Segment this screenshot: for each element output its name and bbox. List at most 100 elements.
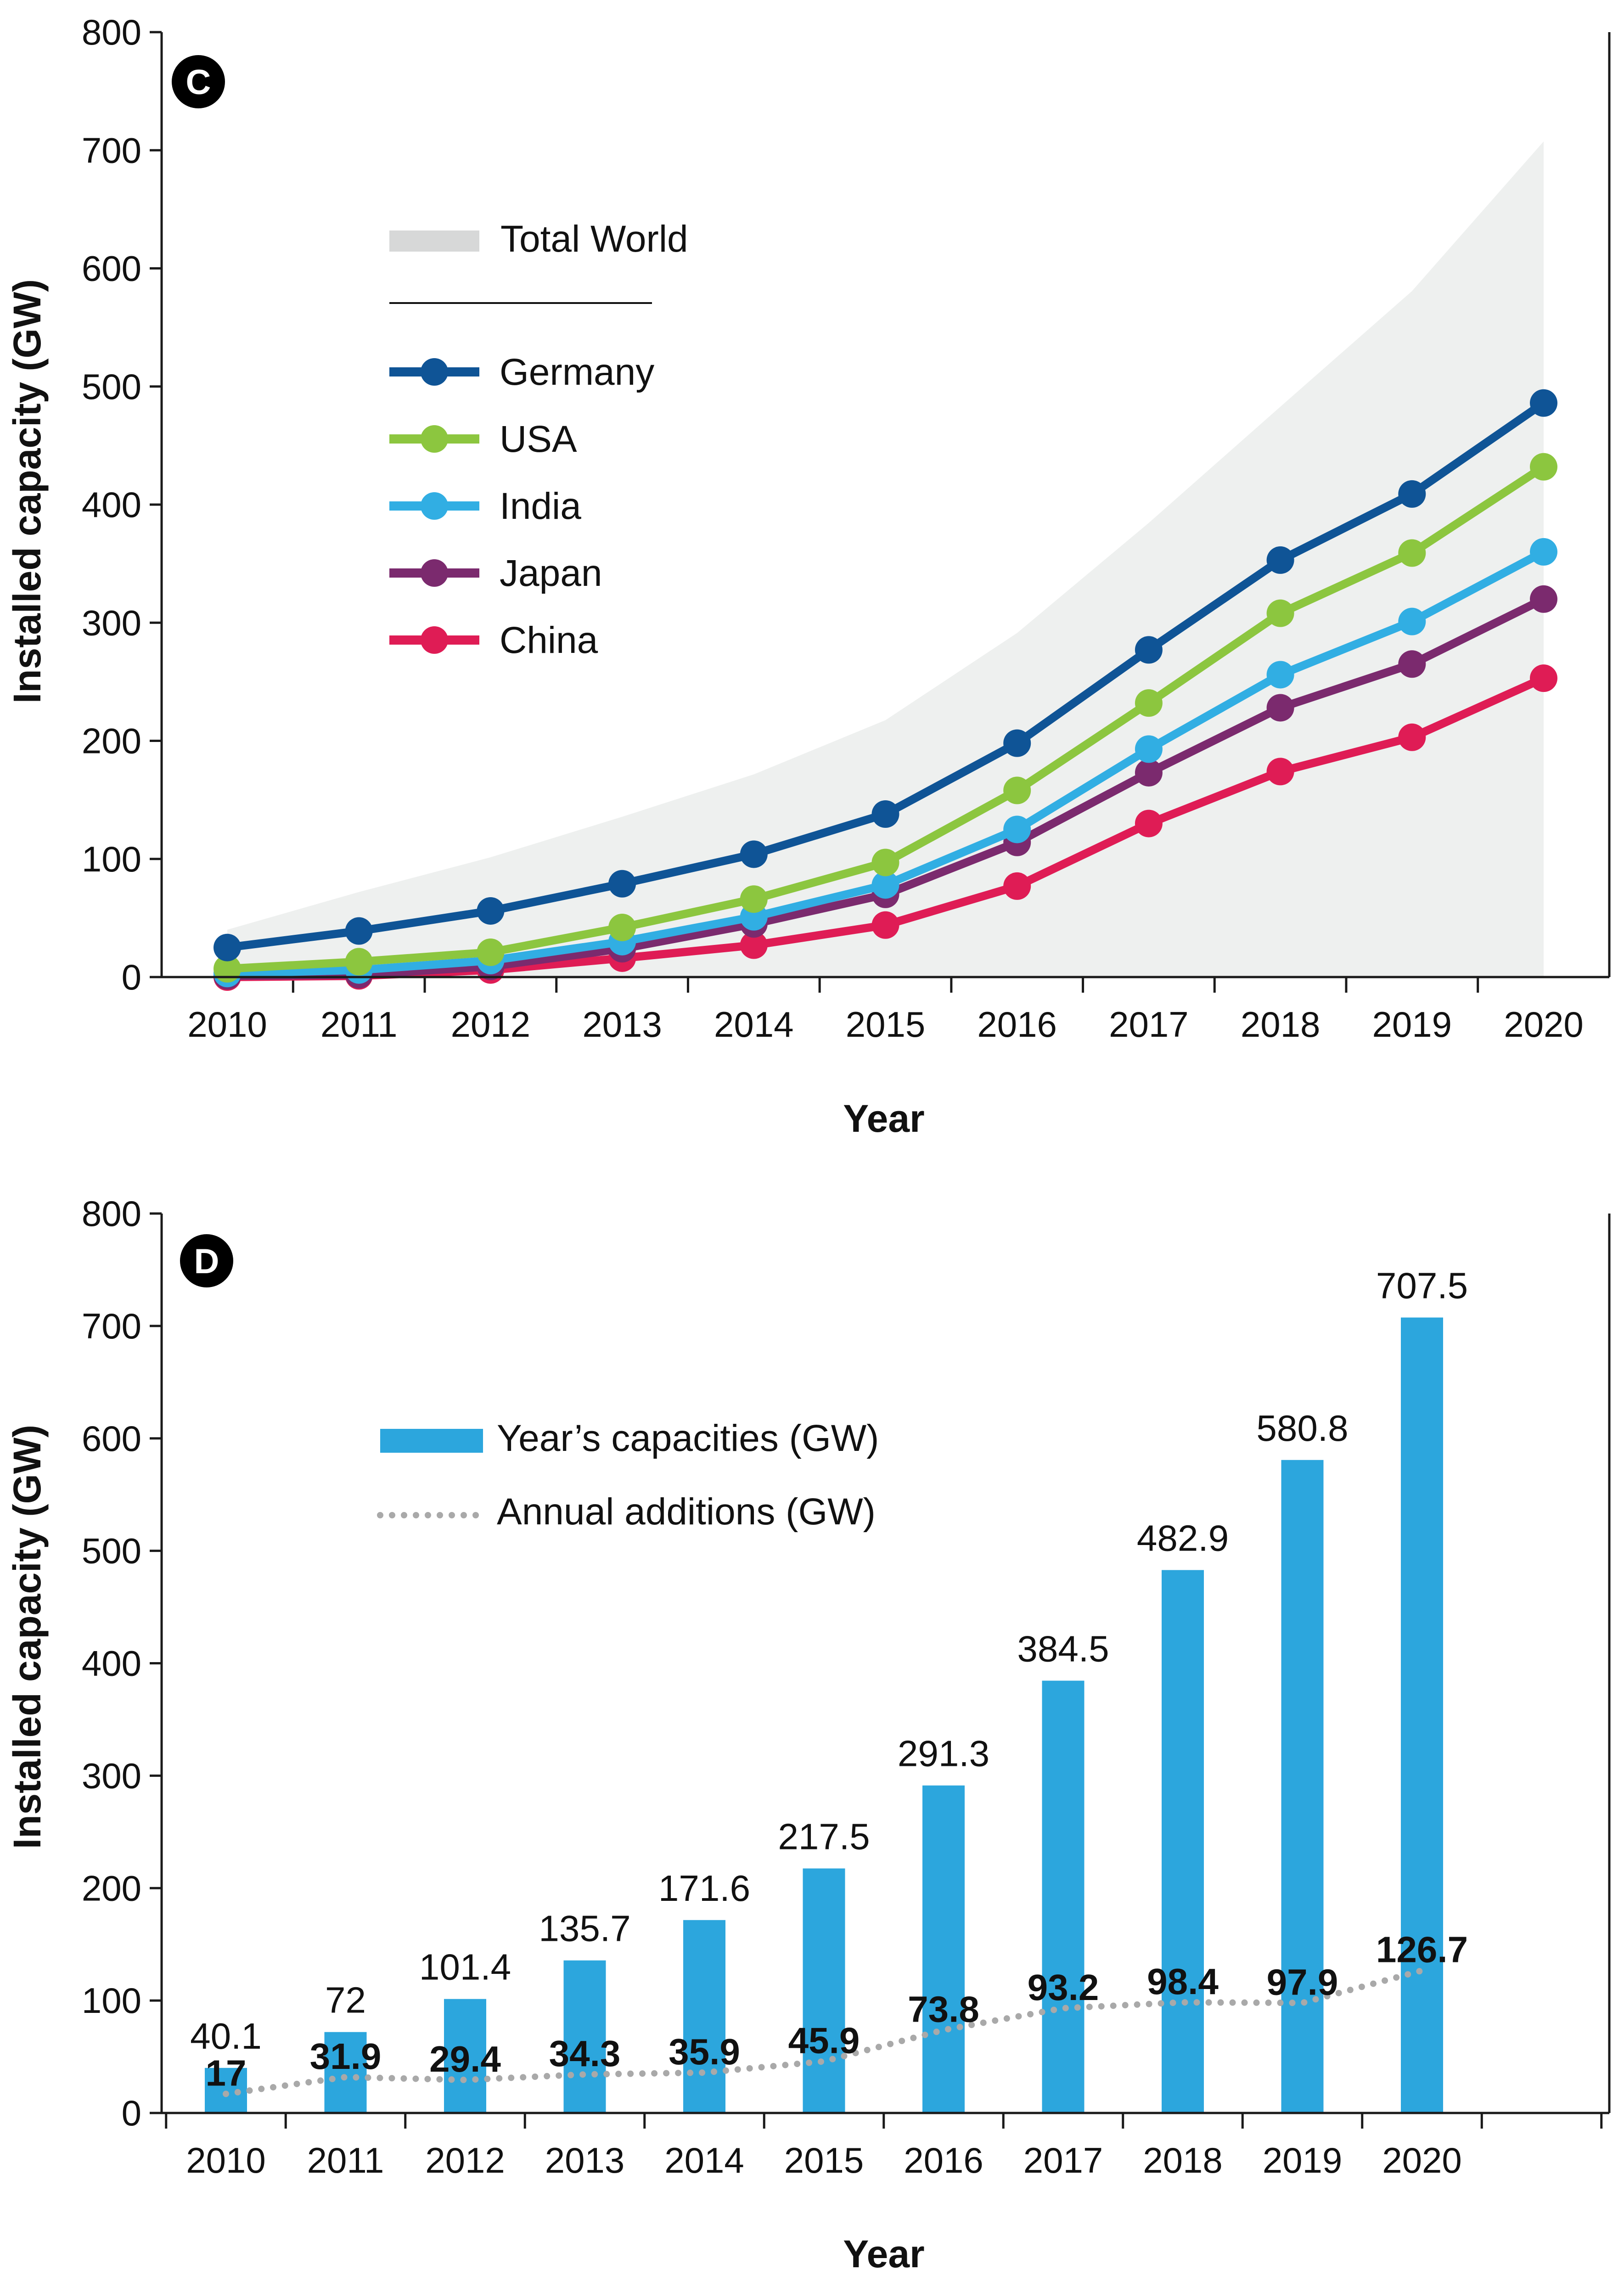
germany-point xyxy=(608,870,636,898)
china-point xyxy=(1135,809,1163,837)
capacity-bar xyxy=(803,1868,845,2113)
d-x-axis-title: Year xyxy=(843,2232,925,2276)
c-y-tick-label: 700 xyxy=(82,130,141,170)
c-y-tick-label: 200 xyxy=(82,721,141,761)
legend-japan-marker xyxy=(421,559,448,587)
d-x-axis-ticks: 2010 2011 2012 2013 2014 2015 2016 2017 2018 2019… xyxy=(165,2113,1603,2180)
capacity-bar xyxy=(444,1999,486,2113)
panel-c-letter: C xyxy=(186,63,211,102)
d-y-tick-label: 200 xyxy=(82,1868,141,1908)
addition-label: 31.9 xyxy=(310,2036,382,2077)
usa-point xyxy=(477,938,505,966)
legend-usa-marker xyxy=(421,425,448,453)
capacity-bar xyxy=(1162,1570,1204,2113)
capacity-bar-label: 40.1 xyxy=(190,2016,262,2057)
d-y-axis-title: Installed capacity (GW) xyxy=(6,1425,49,1849)
usa-point xyxy=(740,885,768,913)
capacity-bar xyxy=(1042,1680,1085,2113)
series-germany xyxy=(214,389,1557,961)
c-y-tick-label: 0 xyxy=(122,957,141,997)
c-x-tick-label: 2018 xyxy=(1241,1004,1321,1045)
legend-japan: Japan xyxy=(389,552,602,594)
c-x-tick-label: 2011 xyxy=(320,1004,398,1045)
panel-c-badge xyxy=(172,55,225,108)
c-y-tick-label: 400 xyxy=(82,484,141,525)
legend-germany-label: Germany xyxy=(500,351,654,393)
addition-label: 35.9 xyxy=(669,2031,740,2072)
d-x-tick-label: 2011 xyxy=(307,2140,384,2180)
india-point xyxy=(1135,735,1163,763)
c-x-tick-label: 2010 xyxy=(187,1004,267,1045)
germany-point xyxy=(345,917,373,945)
d-y-tick-label: 800 xyxy=(82,1193,141,1234)
china-point xyxy=(1003,872,1031,900)
capacity-bar-label: 580.8 xyxy=(1256,1408,1348,1449)
d-x-tick-label: 2014 xyxy=(664,2140,744,2180)
c-series-lines xyxy=(214,389,1557,991)
china-point xyxy=(871,911,899,939)
germany-point xyxy=(1530,389,1557,417)
legend-total-world-swatch xyxy=(389,230,479,252)
d-y-tick-label: 300 xyxy=(82,1755,141,1796)
legend-capacities-label: Year’s capacities (GW) xyxy=(497,1417,879,1459)
annual-additions-line xyxy=(223,1967,1425,2097)
germany-point xyxy=(1135,636,1163,664)
china-point xyxy=(1398,723,1426,751)
legend-china-marker xyxy=(421,626,448,654)
c-y-tick-label: 100 xyxy=(82,839,141,879)
panel-d-letter: D xyxy=(194,1242,219,1281)
c-x-tick-label: 2015 xyxy=(846,1004,926,1045)
d-y-axis-ticks: 0 100 200 300 400 500 600 700 800 xyxy=(82,1193,162,2133)
c-x-axis-title: Year xyxy=(843,1097,925,1140)
legend-capacities-swatch xyxy=(380,1429,483,1453)
series-usa xyxy=(214,453,1557,983)
legend-india-label: India xyxy=(500,485,581,527)
capacity-bar-label: 171.6 xyxy=(658,1868,750,1909)
germany-point xyxy=(1003,729,1031,757)
d-x-tick-label: 2016 xyxy=(904,2140,983,2180)
capacity-bar-label: 217.5 xyxy=(778,1816,870,1857)
japan-point xyxy=(1266,694,1294,722)
c-legend-series: Germany USA India Japan China xyxy=(389,351,654,661)
germany-point xyxy=(214,933,241,961)
legend-china-label: China xyxy=(500,619,598,661)
usa-point xyxy=(608,913,636,941)
c-x-tick-label: 2020 xyxy=(1504,1004,1584,1045)
china-point xyxy=(1266,758,1294,786)
india-point xyxy=(1398,607,1426,635)
c-x-tick-label: 2016 xyxy=(977,1004,1057,1045)
d-x-tick-label: 2017 xyxy=(1023,2140,1103,2180)
d-y-tick-label: 600 xyxy=(82,1418,141,1459)
addition-label: 17 xyxy=(206,2052,247,2093)
capacity-bar xyxy=(324,2032,367,2113)
c-y-axis-ticks: 0 100 200 300 400 500 600 700 800 xyxy=(82,12,162,997)
c-x-tick-label: 2012 xyxy=(451,1004,531,1045)
c-y-tick-label: 800 xyxy=(82,12,141,52)
china-point xyxy=(1530,664,1557,692)
capacity-bar xyxy=(1281,1460,1324,2113)
usa-point xyxy=(345,948,373,976)
addition-label: 98.4 xyxy=(1147,1961,1219,2002)
c-x-tick-label: 2013 xyxy=(582,1004,662,1045)
addition-label: 97.9 xyxy=(1267,1961,1338,2002)
d-x-tick-label: 2010 xyxy=(186,2140,266,2180)
usa-point xyxy=(1003,776,1031,804)
d-y-tick-label: 100 xyxy=(82,1980,141,2021)
usa-point xyxy=(1530,453,1557,481)
panel-d-badge xyxy=(180,1234,233,1287)
germany-point xyxy=(740,840,768,868)
d-data-labels: 40.1 72 101.4 135.7 171.6 217.5 291.3 384.5 482.… xyxy=(190,1265,1468,2094)
usa-point xyxy=(1135,689,1163,717)
capacity-bar xyxy=(922,1785,965,2113)
legend-total-world-label: Total World xyxy=(500,218,688,260)
legend-usa: USA xyxy=(389,418,577,460)
india-point xyxy=(1530,538,1557,566)
d-x-tick-label: 2013 xyxy=(545,2140,625,2180)
d-x-tick-label: 2012 xyxy=(425,2140,505,2180)
india-point xyxy=(1266,661,1294,689)
capacity-bar xyxy=(563,1960,606,2113)
usa-point xyxy=(871,848,899,877)
capacity-bar-label: 135.7 xyxy=(539,1908,630,1949)
